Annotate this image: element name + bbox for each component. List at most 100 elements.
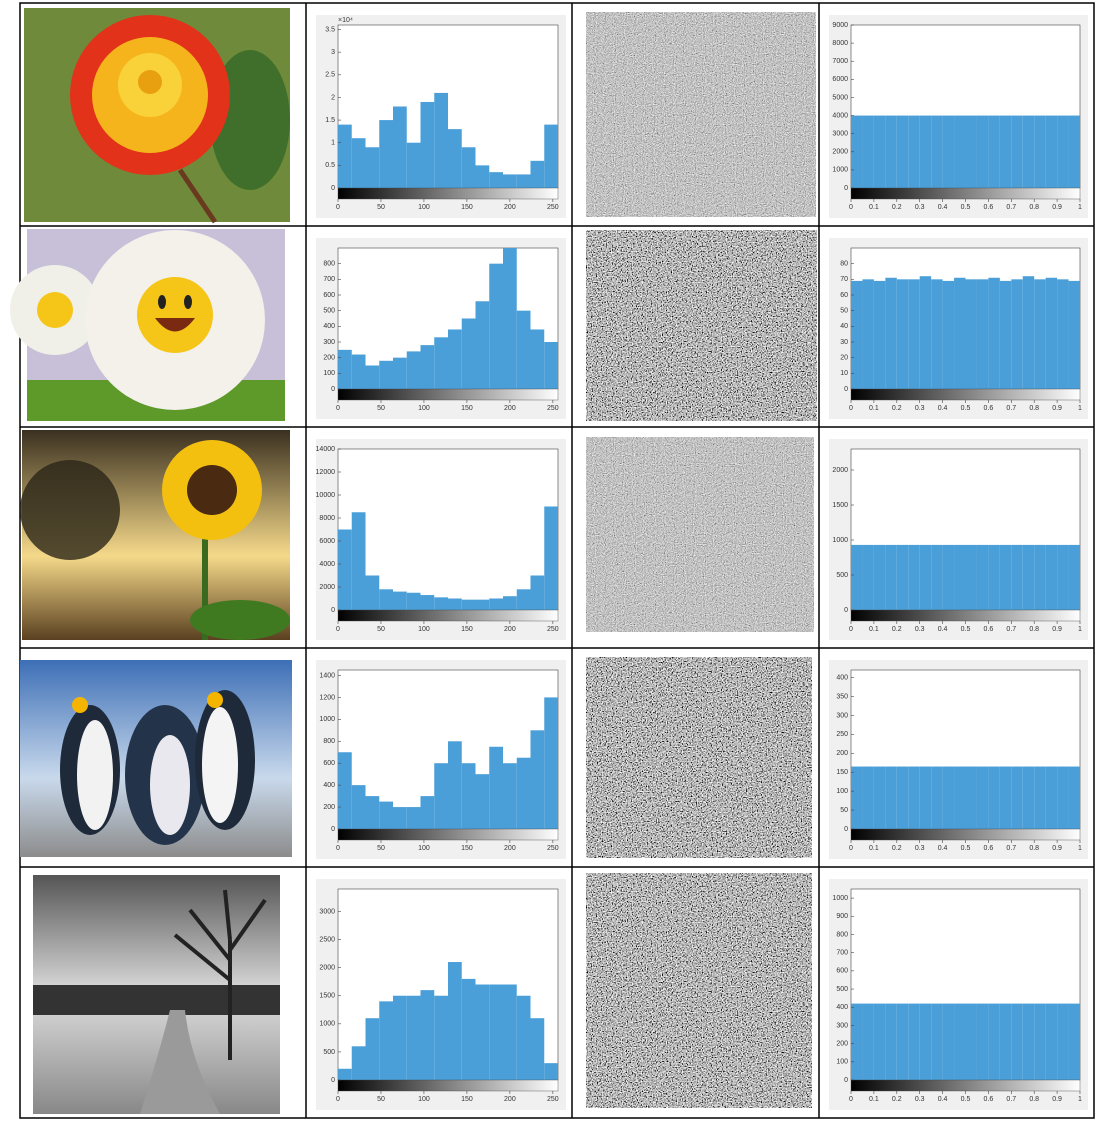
x-tick-label: 0.6: [984, 1096, 994, 1103]
histogram-bar: [1057, 279, 1068, 389]
histogram-bar: [393, 107, 407, 189]
y-tick-label: 600: [323, 292, 335, 299]
x-tick-label: 0.6: [984, 626, 994, 633]
x-tick-label: 200: [504, 1096, 516, 1103]
histogram-bar: [489, 264, 503, 389]
x-tick-label: 0.6: [984, 204, 994, 211]
histogram-bar: [977, 279, 988, 389]
y-tick-label: 200: [323, 804, 335, 811]
histogram-bar: [862, 767, 873, 829]
x-tick-label: 0.3: [915, 626, 925, 633]
histogram-bar: [476, 600, 490, 610]
histogram-bar: [462, 763, 476, 829]
x-tick-label: 250: [547, 405, 559, 412]
x-tick-label: 50: [377, 626, 385, 633]
histogram-bar: [434, 337, 448, 389]
histogram-bar: [517, 758, 531, 829]
y-tick-label: 20: [840, 355, 848, 362]
histogram-bar: [966, 545, 977, 610]
x-tick-label: 1: [1078, 1096, 1082, 1103]
histogram-bar: [874, 767, 885, 829]
histogram-bar: [544, 342, 558, 389]
histogram-bar: [1034, 1004, 1045, 1080]
histogram-bar: [379, 1001, 393, 1080]
x-tick-label: 0.3: [915, 405, 925, 412]
histogram-bar: [379, 120, 393, 188]
y-tick-label: 250: [836, 731, 848, 738]
histogram-bar: [379, 589, 393, 610]
y-tick-label: 0: [844, 386, 848, 393]
histogram-bar: [977, 116, 988, 188]
histogram-bar: [977, 545, 988, 610]
histogram-bar: [517, 174, 531, 188]
x-tick-label: 50: [377, 405, 385, 412]
histogram-bar: [448, 599, 462, 611]
histogram-bar: [393, 807, 407, 829]
histogram-bar: [366, 147, 380, 188]
histogram-bar: [897, 279, 908, 389]
histogram-bar: [874, 281, 885, 389]
histogram-bar: [366, 366, 380, 390]
histogram-bar: [1000, 767, 1011, 829]
histogram-bar: [352, 355, 366, 389]
histogram-bar: [366, 1018, 380, 1080]
histogram-bar: [544, 125, 558, 188]
y-tick-label: 2500: [319, 936, 335, 943]
histogram-bar: [897, 116, 908, 188]
histogram-bar: [1069, 116, 1080, 188]
histogram-bar: [1057, 545, 1068, 610]
y-tick-label: 300: [836, 1022, 848, 1029]
histogram-bar: [954, 1004, 965, 1080]
histogram-bar: [1000, 116, 1011, 188]
x-tick-label: 1: [1078, 626, 1082, 633]
y-tick-label: 3000: [319, 908, 335, 915]
histogram-bar: [379, 361, 393, 389]
histogram-bar: [1034, 116, 1045, 188]
y-tick-label: 400: [323, 323, 335, 330]
histogram-bar: [1046, 1004, 1057, 1080]
y-tick-label: 200: [836, 750, 848, 757]
histogram-bar: [531, 161, 545, 188]
y-tick-label: 1500: [319, 993, 335, 1000]
x-tick-label: 0.8: [1029, 204, 1039, 211]
histogram-bar: [352, 1046, 366, 1080]
histogram-bar: [1034, 279, 1045, 389]
y-tick-label: 50: [840, 308, 848, 315]
histogram-bar: [966, 116, 977, 188]
histogram-bar: [988, 1004, 999, 1080]
histogram-bar: [531, 329, 545, 389]
x-tick-label: 0.4: [938, 204, 948, 211]
histogram-bar: [885, 278, 896, 389]
y-tick-label: 800: [323, 261, 335, 268]
histogram-bar: [897, 1004, 908, 1080]
y-scale-label: ×10⁴: [338, 17, 353, 24]
x-tick-label: 0: [849, 845, 853, 852]
x-tick-label: 200: [504, 405, 516, 412]
histogram-bar: [352, 138, 366, 188]
histogram-bar: [966, 279, 977, 389]
histogram-bar: [1069, 767, 1080, 829]
histogram-bar: [954, 278, 965, 389]
histogram-bar: [531, 730, 545, 829]
histogram-bar: [943, 545, 954, 610]
histogram-bar: [1023, 767, 1034, 829]
y-tick-label: 6000: [832, 76, 848, 83]
encrypted-image: [586, 873, 812, 1108]
histogram-bar: [448, 741, 462, 829]
x-tick-label: 0: [849, 405, 853, 412]
histogram-bar: [908, 767, 919, 829]
histogram-bar: [885, 545, 896, 610]
y-tick-label: 700: [323, 276, 335, 283]
x-tick-label: 0: [336, 626, 340, 633]
x-tick-label: 0.5: [961, 845, 971, 852]
y-tick-label: 0: [331, 607, 335, 614]
y-tick-label: 14000: [316, 446, 336, 453]
histogram-bar: [862, 545, 873, 610]
histogram-bar: [988, 116, 999, 188]
x-tick-label: 1: [1078, 204, 1082, 211]
x-tick-label: 0: [849, 1096, 853, 1103]
y-tick-label: 30: [840, 339, 848, 346]
histogram-bar: [897, 545, 908, 610]
y-tick-label: 0: [331, 826, 335, 833]
histogram-bar: [407, 143, 421, 188]
